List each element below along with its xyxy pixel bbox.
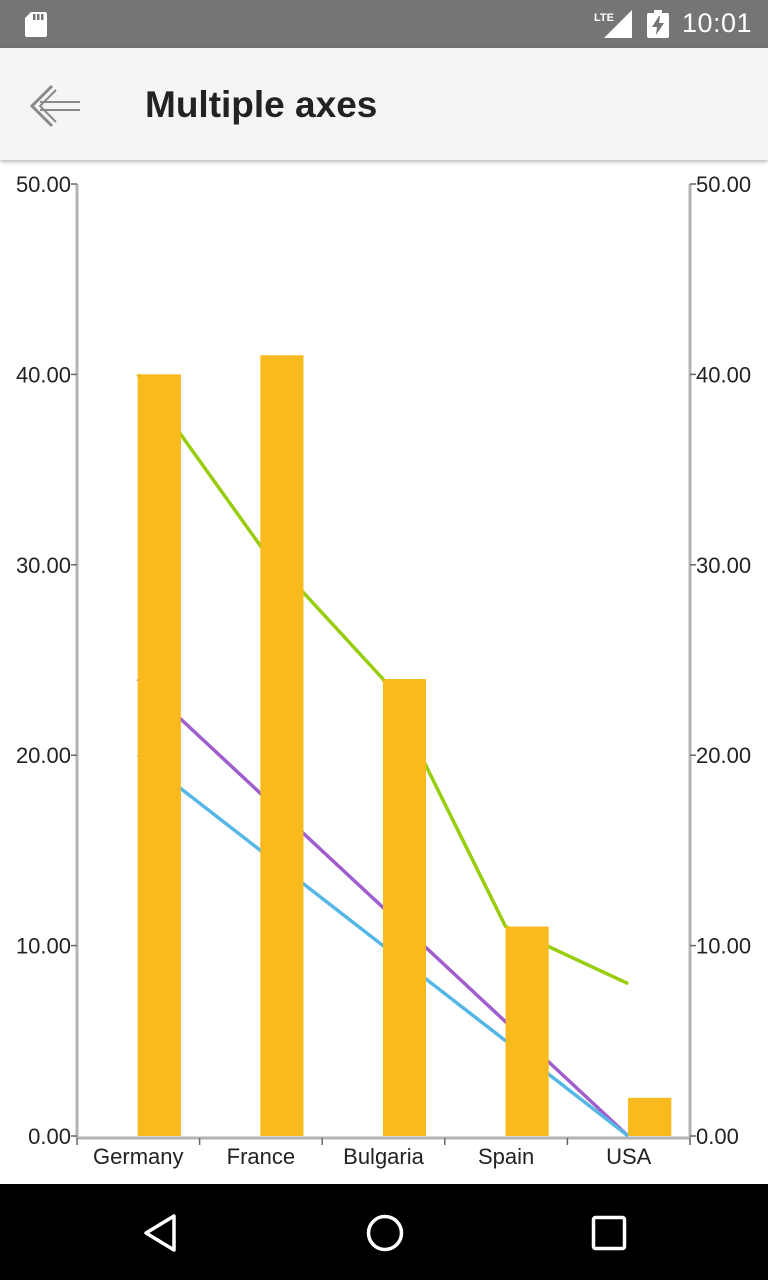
- x-tick-label: USA: [606, 1144, 652, 1169]
- battery-charging-icon: [647, 10, 669, 38]
- x-tick-label: Germany: [93, 1144, 183, 1169]
- back-triangle-icon: [144, 1214, 176, 1252]
- x-tick-label: Bulgaria: [343, 1144, 424, 1169]
- app-bar: Multiple axes: [0, 48, 768, 160]
- clock: 10:01: [682, 8, 753, 38]
- bar-front: [383, 679, 426, 1136]
- right-y-tick-label: 30.00: [696, 553, 751, 578]
- left-y-tick-label: 40.00: [16, 362, 71, 387]
- network-label: LTE: [594, 12, 614, 24]
- back-button[interactable]: [22, 78, 88, 134]
- right-y-tick-label: 50.00: [696, 172, 751, 197]
- arrow-left-icon: [29, 84, 80, 128]
- x-tick-label: Spain: [478, 1144, 534, 1169]
- recents-square-icon: [591, 1215, 627, 1251]
- page-title: Multiple axes: [145, 84, 378, 125]
- chart-area: 0.00 0.00 10.00 10.00 20.00 20.00 30.00 30.00 40…: [0, 160, 768, 1184]
- left-y-tick-label: 30.00: [16, 553, 71, 578]
- nav-home-button[interactable]: [364, 1212, 406, 1254]
- home-circle-icon: [366, 1214, 404, 1252]
- right-y-tick-label: 0.00: [696, 1124, 739, 1149]
- bar-front: [628, 1097, 672, 1136]
- left-y-tick-label: 10.00: [16, 934, 71, 959]
- bar-front: [260, 355, 304, 1136]
- combo-chart: 0.00 0.00 10.00 10.00 20.00 20.00 30.00 30.00 40…: [16, 172, 751, 1169]
- x-tick-label: France: [227, 1144, 295, 1169]
- left-y-tick-label: 20.00: [16, 743, 71, 768]
- left-y-tick-label: 50.00: [16, 172, 71, 197]
- sd-card-icon: [25, 12, 47, 37]
- status-bar: LTE 10:01: [0, 0, 768, 48]
- left-y-tick-label: 0.00: [28, 1124, 71, 1149]
- right-y-tick-label: 40.00: [696, 362, 751, 387]
- bar-front: [137, 374, 181, 1136]
- signal-icon: LTE: [594, 10, 632, 38]
- right-y-tick-label: 10.00: [696, 934, 751, 959]
- nav-back-button[interactable]: [140, 1212, 182, 1254]
- bar-front: [505, 926, 549, 1136]
- nav-recents-button[interactable]: [588, 1212, 630, 1254]
- right-y-tick-label: 20.00: [696, 743, 751, 768]
- navigation-bar: [0, 1184, 768, 1280]
